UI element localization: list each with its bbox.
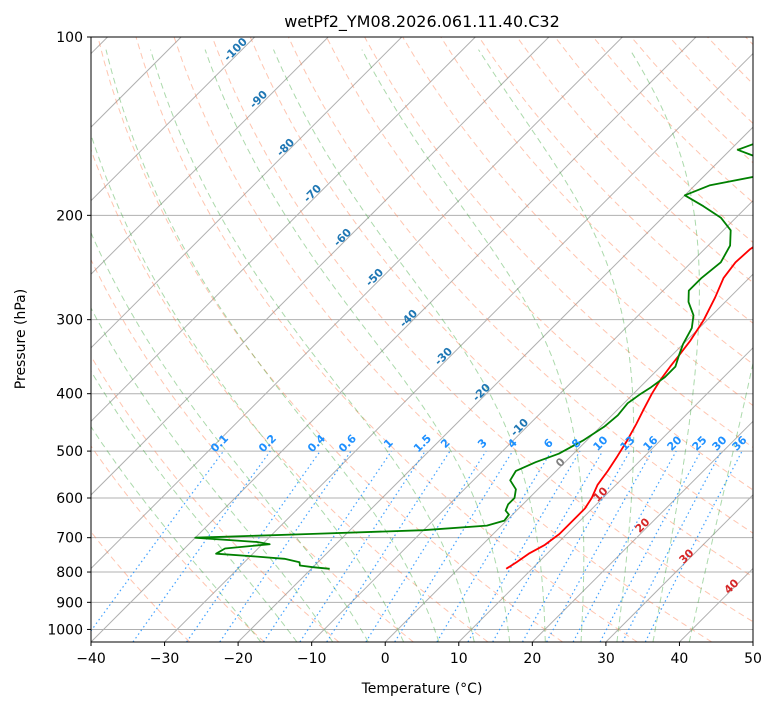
- y-tick-label: 200: [56, 208, 83, 224]
- x-tick-label: 50: [744, 651, 762, 667]
- mixing-ratio-line: [572, 450, 677, 642]
- moist-adiabat-line: [91, 133, 405, 642]
- profile-lines: [194, 143, 753, 570]
- isotherm-line: [91, 37, 697, 642]
- x-axis-title: Temperature (°C): [361, 681, 483, 697]
- mixing-ratio-line: [299, 450, 426, 642]
- mixing-ratio-line: [186, 450, 321, 642]
- x-tick-label: −20: [223, 651, 253, 667]
- chart-title: wetPf2_YM08.2026.061.11.40.C32: [284, 12, 560, 32]
- isotherm-line: [458, 347, 753, 642]
- dry-adiabat-line: [287, 37, 753, 534]
- x-tick-label: 20: [523, 651, 541, 667]
- isotherm-line: [91, 37, 550, 496]
- y-tick-label: 400: [56, 387, 83, 403]
- dry-adiabat-line: [173, 37, 713, 642]
- moist-adiabat-line: [91, 307, 334, 642]
- x-tick-label: −10: [297, 651, 327, 667]
- x-axis: −40 −30 −20 −10 0 10 20 30 40 50: [76, 642, 762, 667]
- dry-adiabat-line: [249, 37, 753, 578]
- isotherm-line: [752, 641, 753, 642]
- dry-adiabat-line: [135, 37, 638, 642]
- mixing-ratio-line: [365, 450, 487, 642]
- y-axis: 100 200 300 400 500 600 700 800 900 1000: [47, 30, 91, 638]
- y-tick-label: 300: [56, 313, 83, 329]
- mixing-ratio-line: [436, 450, 553, 642]
- y-tick-label: 700: [56, 531, 83, 547]
- plot-frame: [90, 36, 754, 643]
- y-tick-label: 100: [56, 30, 83, 46]
- temperature-line: [505, 246, 753, 570]
- moist-adiabat-line: [204, 49, 511, 642]
- isotherm-line: [237, 126, 753, 642]
- dry-adiabat-line: [211, 37, 753, 623]
- plot-background: [91, 37, 753, 642]
- mixing-ratio-line: [132, 450, 271, 642]
- dry-adiabat-line: [91, 445, 265, 642]
- mixing-ratio-line: [394, 450, 514, 642]
- isotherm-line: [311, 199, 753, 642]
- isotherm-line: [91, 37, 623, 570]
- y-tick-label: 800: [56, 565, 83, 581]
- moist-adiabat-line: [91, 425, 262, 642]
- moist-adiabat-line: [629, 49, 700, 642]
- dry-adiabat-line: [326, 37, 753, 491]
- isotherm-line: [531, 420, 753, 642]
- moist-adiabat-line: [273, 49, 546, 642]
- y-tick-label: 500: [56, 444, 83, 460]
- moist-adiabat-line: [105, 49, 440, 642]
- mixing-ratio-line: [599, 450, 702, 642]
- moist-adiabat-line: [91, 370, 298, 642]
- mixing-ratio-line: [219, 450, 352, 642]
- mixing-ratio-line: [262, 450, 392, 642]
- isotherm-line: [605, 494, 753, 642]
- x-tick-label: 30: [597, 651, 615, 667]
- isotherm-line: [91, 37, 476, 423]
- y-tick-label: 900: [56, 595, 83, 611]
- y-axis-title: Pressure (hPa): [13, 289, 29, 389]
- x-tick-label: −40: [76, 651, 106, 667]
- moist-adiabat-line: [478, 49, 635, 642]
- y-tick-label: 1000: [47, 622, 83, 638]
- dry-adiabat-line: [91, 258, 414, 642]
- isotherm-line: [91, 37, 256, 202]
- isotherm-line: [384, 273, 753, 642]
- x-tick-label: 0: [381, 651, 390, 667]
- dewpoint-line: [194, 143, 753, 570]
- moist-adiabat-line: [688, 360, 753, 642]
- x-tick-label: −30: [150, 651, 180, 667]
- isotherm-line: [91, 37, 329, 275]
- dry-adiabat-line: [97, 37, 563, 642]
- isotherm-line: [91, 37, 403, 349]
- isotherm-line: [164, 52, 753, 642]
- x-tick-label: 10: [450, 651, 468, 667]
- moist-adiabat-line: [91, 231, 369, 642]
- x-tick-label: 40: [671, 651, 689, 667]
- moist-adiabat-line: [150, 49, 475, 642]
- moist-adiabat-line: [361, 49, 585, 642]
- mixing-ratio-line: [326, 450, 451, 642]
- y-tick-label: 600: [56, 491, 83, 507]
